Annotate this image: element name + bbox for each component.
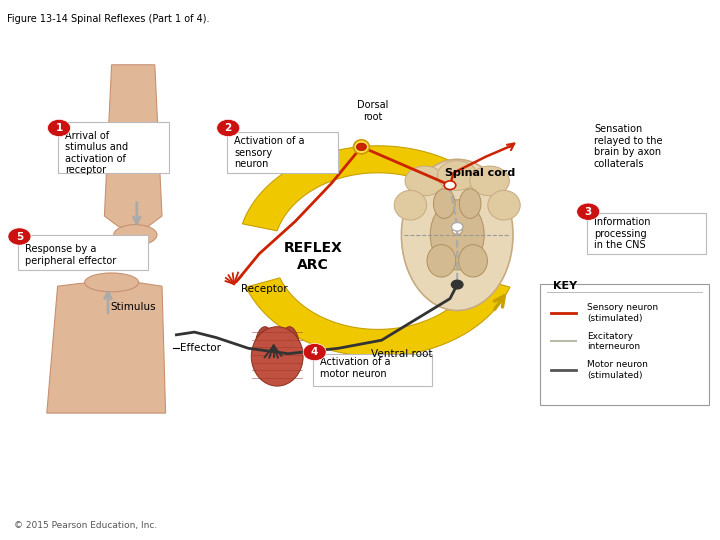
Ellipse shape — [470, 166, 510, 196]
Circle shape — [48, 119, 71, 137]
Circle shape — [451, 280, 463, 289]
Text: KEY: KEY — [553, 280, 577, 291]
Text: REFLEX
ARC: REFLEX ARC — [284, 241, 343, 272]
Text: Figure 13-14 Spinal Reflexes (Part 1 of 4).: Figure 13-14 Spinal Reflexes (Part 1 of … — [7, 14, 210, 24]
Text: Motor neuron
(stimulated): Motor neuron (stimulated) — [587, 360, 648, 380]
Circle shape — [356, 143, 366, 151]
Circle shape — [444, 181, 456, 190]
Text: Receptor: Receptor — [241, 284, 288, 294]
Ellipse shape — [251, 327, 303, 386]
Text: Activation of a
motor neuron: Activation of a motor neuron — [320, 357, 391, 379]
Text: 3: 3 — [585, 207, 592, 217]
Text: Information
processing
in the CNS: Information processing in the CNS — [594, 217, 650, 250]
Ellipse shape — [85, 273, 138, 292]
Ellipse shape — [431, 200, 484, 270]
Ellipse shape — [395, 190, 426, 220]
FancyBboxPatch shape — [18, 235, 148, 270]
Text: 1: 1 — [55, 123, 63, 133]
Text: Sensory neuron
(stimulated): Sensory neuron (stimulated) — [587, 303, 658, 323]
Polygon shape — [246, 278, 510, 356]
Text: Spinal cord: Spinal cord — [445, 168, 516, 178]
Circle shape — [217, 119, 240, 137]
Ellipse shape — [488, 190, 520, 220]
Text: 5: 5 — [16, 232, 23, 241]
FancyBboxPatch shape — [58, 122, 169, 173]
Ellipse shape — [438, 161, 477, 191]
Ellipse shape — [459, 245, 487, 277]
Text: Ventral root: Ventral root — [371, 349, 432, 359]
Text: Stimulus: Stimulus — [110, 302, 156, 313]
Circle shape — [451, 222, 463, 231]
Polygon shape — [47, 281, 166, 413]
Polygon shape — [243, 146, 505, 231]
Text: Response by a
peripheral effector: Response by a peripheral effector — [25, 244, 117, 266]
Text: Excitatory
interneuron: Excitatory interneuron — [587, 332, 640, 351]
Circle shape — [8, 228, 31, 245]
Circle shape — [452, 227, 462, 234]
Ellipse shape — [354, 140, 369, 154]
Ellipse shape — [254, 327, 276, 381]
Text: Dorsal
root: Dorsal root — [357, 100, 389, 122]
Ellipse shape — [114, 225, 157, 245]
FancyBboxPatch shape — [540, 284, 709, 405]
Text: 4: 4 — [311, 347, 318, 357]
FancyBboxPatch shape — [227, 132, 338, 173]
Text: Sensation
relayed to the
brain by axon
collaterals: Sensation relayed to the brain by axon c… — [594, 124, 662, 169]
Text: Arrival of
stimulus and
activation of
receptor: Arrival of stimulus and activation of re… — [65, 131, 128, 176]
Ellipse shape — [405, 166, 444, 196]
Circle shape — [577, 203, 600, 220]
Text: 2: 2 — [225, 123, 232, 133]
Text: © 2015 Pearson Education, Inc.: © 2015 Pearson Education, Inc. — [14, 521, 158, 530]
Text: Effector: Effector — [180, 343, 221, 353]
Ellipse shape — [427, 245, 456, 277]
Polygon shape — [104, 65, 162, 230]
Ellipse shape — [402, 159, 513, 310]
Ellipse shape — [279, 327, 300, 381]
FancyBboxPatch shape — [313, 354, 432, 386]
Ellipse shape — [433, 188, 455, 219]
Ellipse shape — [459, 188, 481, 219]
Circle shape — [303, 343, 326, 361]
FancyBboxPatch shape — [587, 213, 706, 254]
Text: Activation of a
sensory
neuron: Activation of a sensory neuron — [234, 136, 305, 169]
